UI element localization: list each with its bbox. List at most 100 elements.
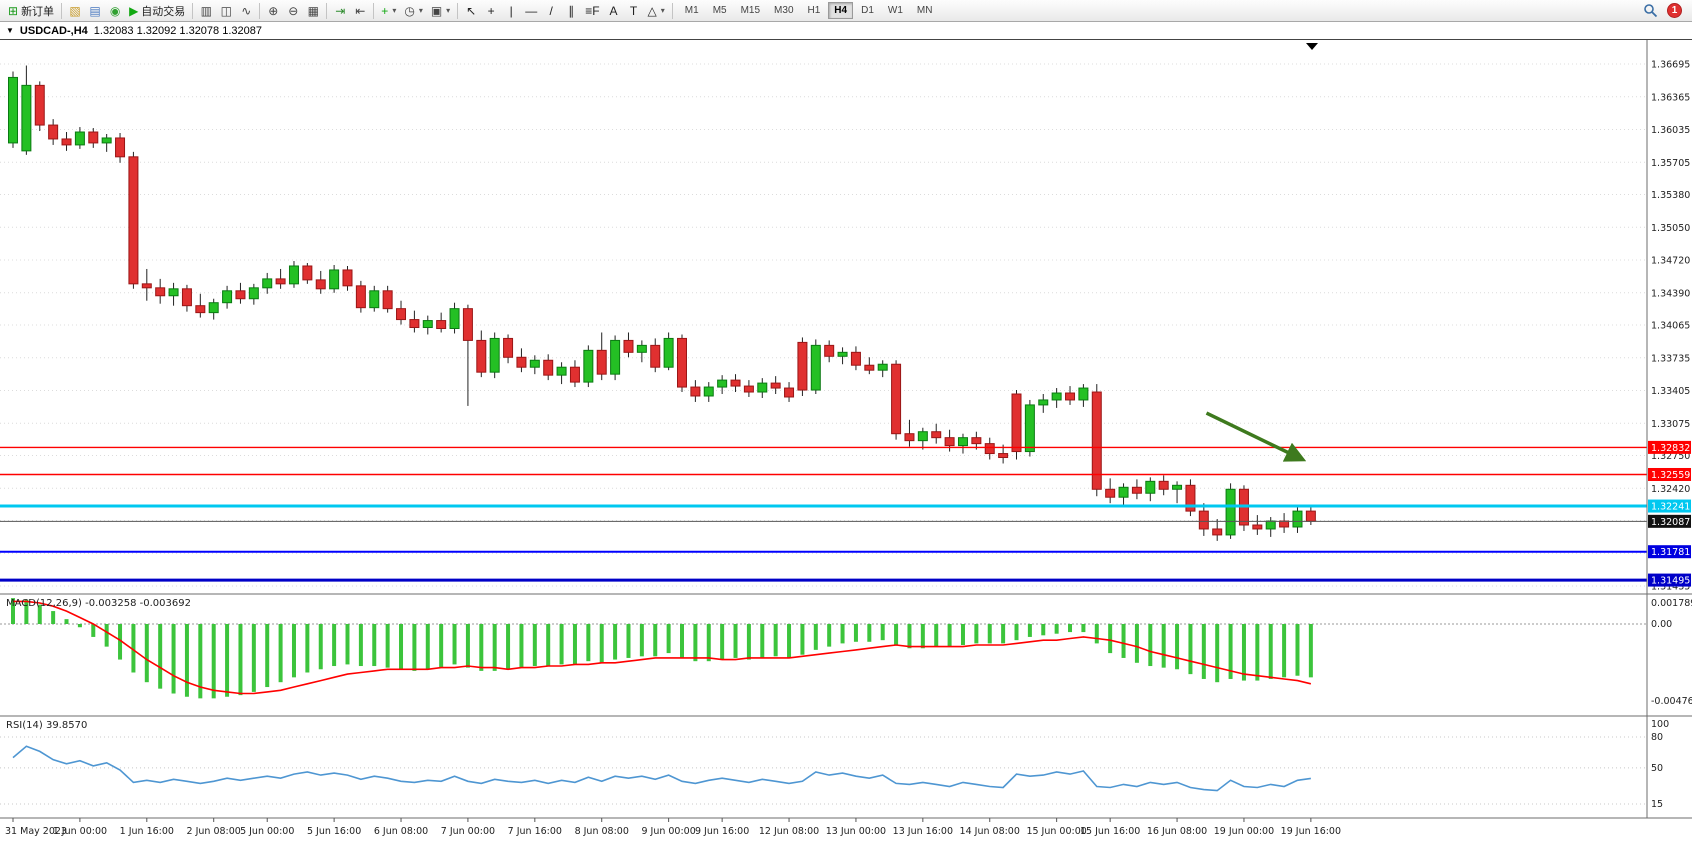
candle xyxy=(703,382,714,402)
macd-bar xyxy=(746,624,751,660)
zoom-out-button[interactable]: ⊖ xyxy=(283,2,303,20)
toolbar: ⊞ 新订单 ▧ ▤ ◉ ▶ 自动交易 ▥ ◫ ∿ ⊕ ⊖ ▦ ⇥ ⇤ + ▾ ◷ ▾ ▣ ▾ ↖ + | — / ∥ ≡F A T △ ▾ M… xyxy=(0,0,1692,22)
candle xyxy=(636,340,647,363)
price-badge: 1.32832 xyxy=(1648,440,1691,454)
templates-button[interactable]: ▣ ▾ xyxy=(427,2,454,20)
channel-button[interactable]: ∥ xyxy=(561,2,581,20)
line-chart-button[interactable]: ∿ xyxy=(236,2,256,20)
candle xyxy=(891,360,902,440)
timeframe-d1-button[interactable]: D1 xyxy=(861,5,874,16)
horizontal-line-button[interactable]: — xyxy=(521,2,541,20)
price-tick-label: 1.36695 xyxy=(1651,60,1690,71)
candle xyxy=(503,334,514,364)
new-order-button[interactable]: ⊞ 新订单 xyxy=(4,2,58,20)
timeframe-m5-button[interactable]: M5 xyxy=(712,5,727,16)
periods-button[interactable]: ◷ ▾ xyxy=(400,2,427,20)
time-axis-label: 5 Jun 00:00 xyxy=(240,826,294,837)
profiles-button[interactable]: ▤ xyxy=(85,2,105,20)
macd-tick-label: -0.004763 xyxy=(1651,696,1692,707)
macd-bar xyxy=(706,624,711,662)
search-icon[interactable] xyxy=(1643,3,1658,18)
chart-area[interactable]: 1.36695 1.36365 1.36035 1.35705 1.35380 1.350… xyxy=(0,40,1692,841)
price-tick-label: 1.32750 xyxy=(1651,451,1690,462)
dropdown-arrow-icon[interactable]: ▾ xyxy=(392,6,397,15)
shapes-button[interactable]: △ ▾ xyxy=(644,2,669,20)
time-axis-label: 7 Jun 16:00 xyxy=(508,826,562,837)
timeframe-h1-button[interactable]: H1 xyxy=(807,5,821,16)
macd-bar xyxy=(1108,624,1113,654)
candlestick-chart-button[interactable]: ◫ xyxy=(216,2,236,20)
macd-bar xyxy=(1121,624,1126,658)
label-button[interactable]: T xyxy=(624,2,644,20)
macd-bar xyxy=(586,624,591,662)
macd-bar xyxy=(1001,624,1006,644)
fibonacci-button[interactable]: ≡F xyxy=(581,2,603,20)
svg-text:1.32087: 1.32087 xyxy=(1651,517,1690,528)
notification-badge[interactable]: 1 xyxy=(1667,3,1682,18)
time-axis-label: 16 Jun 08:00 xyxy=(1147,826,1207,837)
candle xyxy=(677,334,687,393)
macd-bar xyxy=(1255,624,1260,681)
macd-bar xyxy=(626,624,631,658)
new-chart-button[interactable]: ▧ xyxy=(65,2,85,20)
timeframe-w1-button[interactable]: W1 xyxy=(887,5,903,16)
macd-bar xyxy=(974,624,979,644)
macd-bar xyxy=(907,624,912,649)
candle xyxy=(489,332,500,379)
dropdown-arrow-icon[interactable]: ▾ xyxy=(418,6,423,15)
timeframe-m30-button[interactable]: M30 xyxy=(774,5,794,16)
candle xyxy=(717,375,728,395)
channel-icon: ∥ xyxy=(568,3,575,18)
arrow-object[interactable] xyxy=(1205,411,1307,462)
tile-windows-button[interactable]: ▦ xyxy=(303,2,323,20)
timeframe-m15-button[interactable]: M15 xyxy=(740,5,761,16)
text-button[interactable]: A xyxy=(604,2,624,20)
vertical-line-button[interactable]: | xyxy=(501,2,521,20)
candle xyxy=(569,360,580,388)
macd-bar xyxy=(1148,624,1153,667)
candle xyxy=(971,431,982,450)
indicators-button[interactable]: + ▾ xyxy=(377,2,400,20)
macd-bar xyxy=(345,624,350,665)
toolbar-separator xyxy=(326,2,328,19)
timeframe-mn-button[interactable]: MN xyxy=(916,5,933,16)
symbol-dropdown-icon[interactable]: ▼ xyxy=(6,26,14,35)
toolbar-right: 1 xyxy=(1643,3,1692,18)
autotrading-button[interactable]: ▶ 自动交易 xyxy=(125,2,189,20)
macd-bar xyxy=(1014,624,1019,641)
rsi-tick-label: 100 xyxy=(1651,719,1669,730)
macd-bar xyxy=(1308,624,1313,678)
dropdown-arrow-icon[interactable]: ▾ xyxy=(446,6,451,15)
chart-shift-button[interactable]: ⇤ xyxy=(350,2,370,20)
macd-bar xyxy=(291,624,296,678)
timeframe-h4-button[interactable]: H4 xyxy=(828,2,854,19)
svg-text:1.31495: 1.31495 xyxy=(1651,576,1690,587)
toolbar-separator xyxy=(259,2,261,19)
candle xyxy=(1198,503,1209,536)
candle xyxy=(1158,475,1169,496)
macd-bar xyxy=(1054,624,1059,634)
macd-bar xyxy=(867,624,872,642)
price-tick-label: 1.36365 xyxy=(1651,92,1690,103)
macd-bar xyxy=(118,624,123,660)
auto-scroll-button[interactable]: ⇥ xyxy=(330,2,350,20)
macd-signal-line xyxy=(13,600,1312,695)
candle xyxy=(34,81,45,132)
crosshair-button[interactable]: + xyxy=(481,2,501,20)
toolbar-separator xyxy=(192,2,194,19)
bar-chart-button[interactable]: ▥ xyxy=(196,2,216,20)
zoom-in-button[interactable]: ⊕ xyxy=(263,2,283,20)
cursor-button[interactable]: ↖ xyxy=(461,2,481,20)
trendline-button[interactable]: / xyxy=(541,2,561,20)
toolbar-separator xyxy=(457,2,459,19)
candle xyxy=(342,265,353,291)
dropdown-arrow-icon[interactable]: ▾ xyxy=(660,6,665,15)
macd-indicator-label: MACD(12,26,9) -0.003258 -0.003692 xyxy=(6,598,191,609)
timeframe-m1-button[interactable]: M1 xyxy=(684,5,699,16)
candle xyxy=(824,340,835,363)
price-badge: 1.31781 xyxy=(1648,545,1691,559)
community-button[interactable]: ◉ xyxy=(105,2,125,20)
chart-shift-marker-icon[interactable] xyxy=(1306,43,1318,50)
macd-bar xyxy=(104,624,109,647)
rsi-tick-label: 15 xyxy=(1651,799,1663,810)
